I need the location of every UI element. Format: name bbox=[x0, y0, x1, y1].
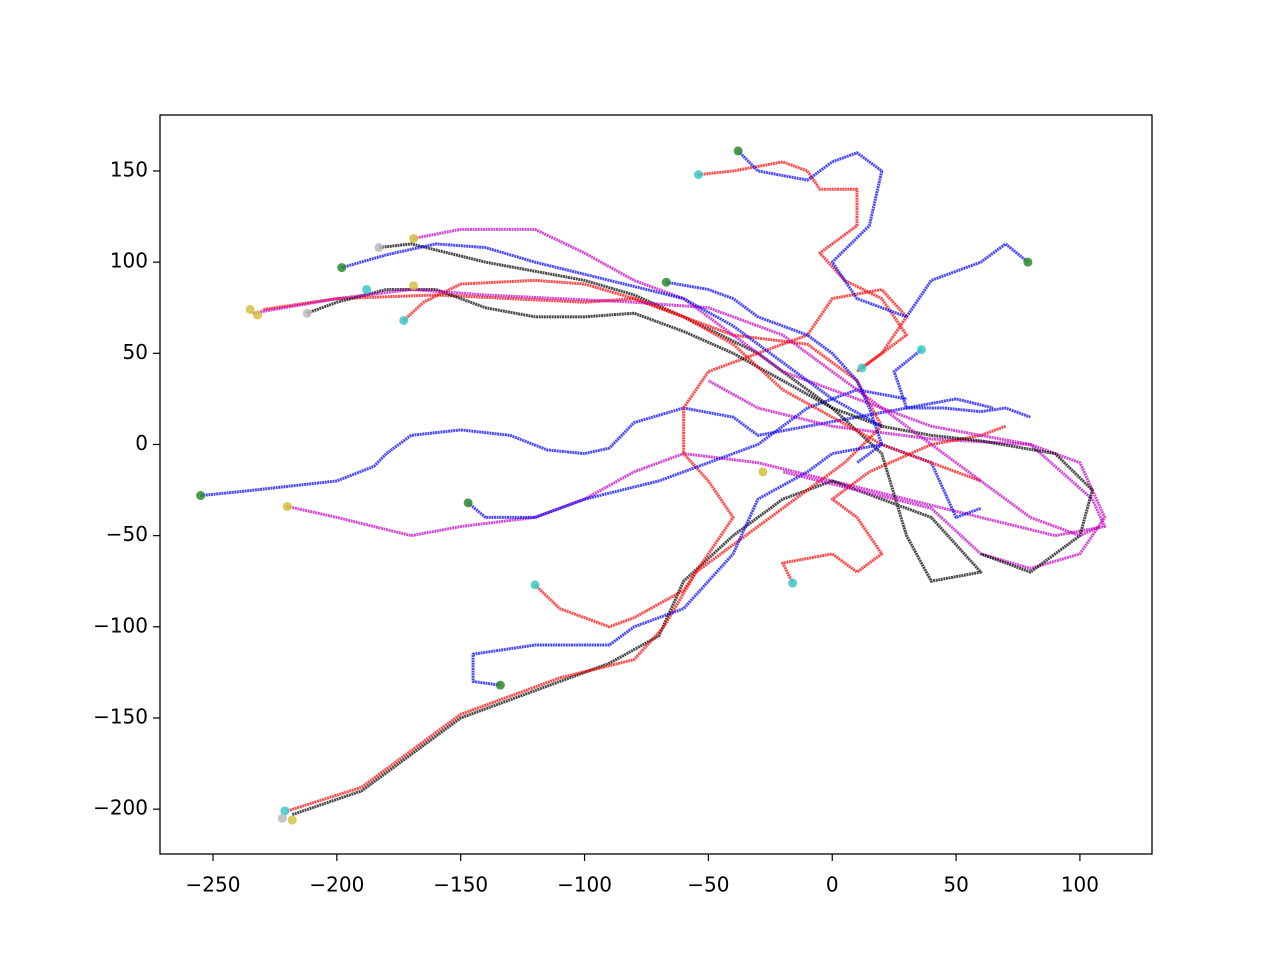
endpoint-marker bbox=[693, 170, 703, 180]
endpoint-marker bbox=[362, 284, 372, 294]
endpoint-marker bbox=[788, 578, 798, 588]
trajectory bbox=[200, 397, 994, 498]
endpoint-marker bbox=[916, 345, 926, 355]
endpoint-marker bbox=[302, 308, 312, 318]
endpoint-marker bbox=[463, 498, 473, 508]
endpoint-marker bbox=[253, 310, 263, 320]
endpoint-marker bbox=[495, 680, 505, 690]
y-tick-label: 100 bbox=[110, 249, 148, 273]
endpoint-marker bbox=[277, 813, 287, 823]
endpoint-marker bbox=[196, 491, 206, 501]
trajectory bbox=[471, 442, 982, 687]
x-tick-label: 0 bbox=[826, 873, 839, 897]
y-tick-label: −100 bbox=[93, 613, 148, 637]
x-tick-label: −150 bbox=[433, 873, 488, 897]
y-tick-label: −200 bbox=[93, 796, 148, 820]
plot-area bbox=[196, 146, 1107, 825]
trajectory bbox=[666, 280, 884, 464]
x-tick-label: 50 bbox=[943, 873, 968, 897]
endpoint-marker bbox=[409, 281, 419, 291]
trajectory bbox=[892, 348, 1031, 419]
x-tick-label: −50 bbox=[687, 873, 729, 897]
endpoint-marker bbox=[287, 815, 297, 825]
y-tick-label: 0 bbox=[135, 431, 148, 455]
y-tick-label: 50 bbox=[123, 340, 148, 364]
endpoint-marker bbox=[282, 501, 292, 511]
x-tick-label: −200 bbox=[309, 873, 364, 897]
endpoint-marker bbox=[409, 233, 419, 243]
trajectory bbox=[467, 388, 907, 519]
endpoint-marker bbox=[280, 806, 290, 816]
trajectory bbox=[252, 287, 1101, 538]
endpoint-marker bbox=[245, 305, 255, 315]
endpoint-marker bbox=[758, 467, 768, 477]
x-tick-label: 100 bbox=[1061, 873, 1099, 897]
endpoint-marker bbox=[661, 277, 671, 287]
endpoint-marker bbox=[733, 146, 743, 156]
trajectory bbox=[781, 424, 1007, 584]
trajectory bbox=[341, 242, 883, 428]
x-tick-label: −100 bbox=[557, 873, 612, 897]
endpoint-marker bbox=[530, 580, 540, 590]
axes-frame bbox=[159, 114, 1153, 855]
endpoint-marker bbox=[1023, 257, 1033, 267]
trajectory bbox=[533, 287, 909, 629]
endpoint-marker bbox=[857, 363, 867, 373]
trajectory bbox=[291, 242, 983, 817]
endpoint-marker bbox=[399, 315, 409, 325]
x-tick-label: −250 bbox=[186, 873, 241, 897]
endpoint-marker bbox=[337, 263, 347, 273]
trajectory bbox=[413, 227, 1107, 570]
y-tick-label: 150 bbox=[110, 157, 148, 181]
trajectory bbox=[737, 149, 1029, 319]
y-tick-label: −150 bbox=[93, 704, 148, 728]
endpoint-marker bbox=[374, 243, 384, 253]
trajectory bbox=[698, 160, 909, 370]
y-tick-label: −50 bbox=[106, 522, 148, 546]
trajectory bbox=[262, 293, 884, 813]
